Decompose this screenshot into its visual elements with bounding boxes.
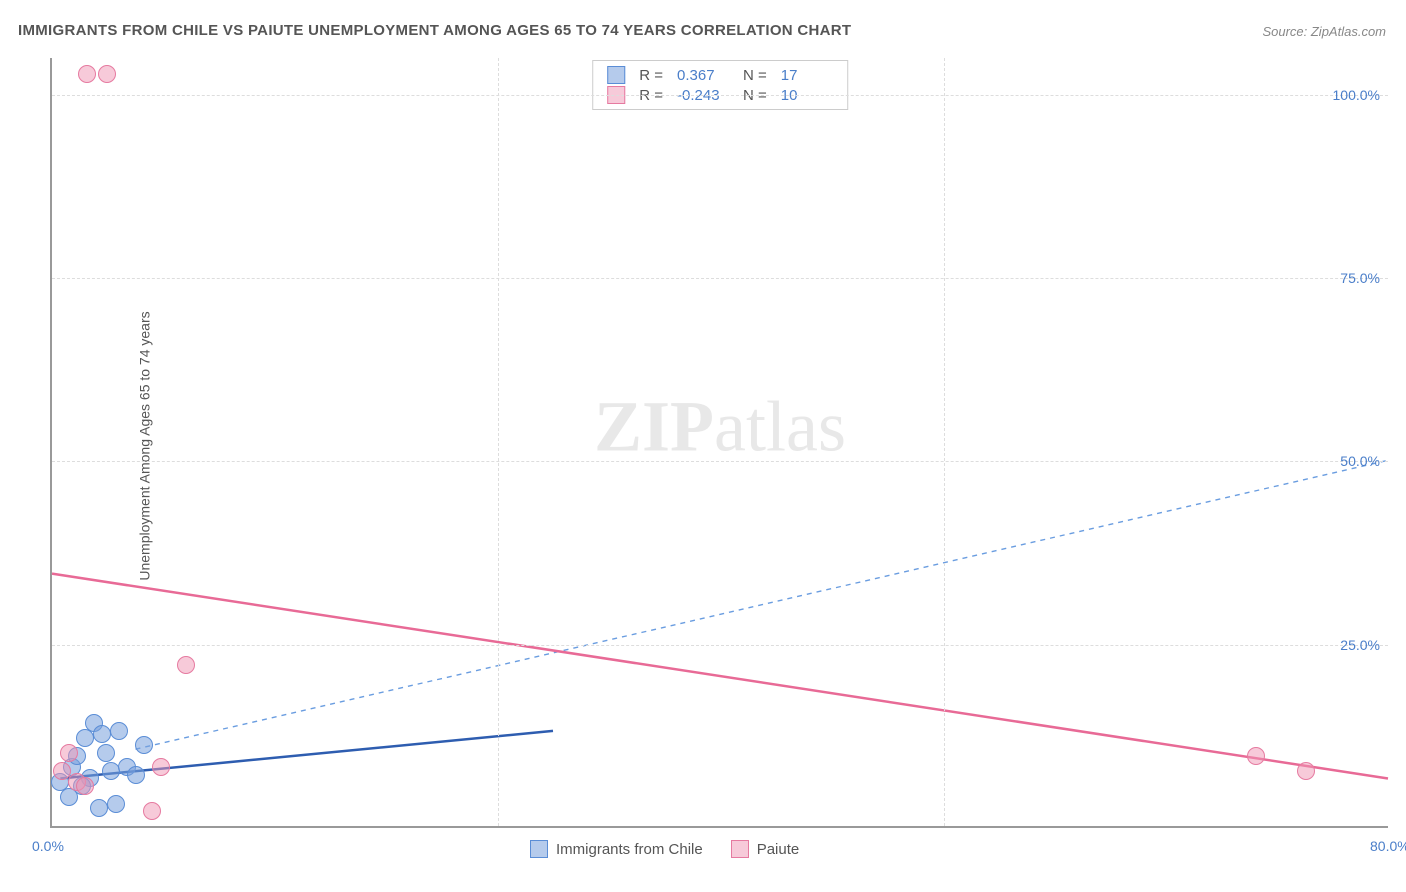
scatter-point xyxy=(177,656,195,674)
gridline-horizontal xyxy=(52,461,1388,462)
scatter-point xyxy=(127,766,145,784)
scatter-point xyxy=(152,758,170,776)
scatter-point xyxy=(76,777,94,795)
y-tick-label: 75.0% xyxy=(1340,270,1380,286)
trendline-solid xyxy=(52,574,1388,779)
legend-series-item: Immigrants from Chile xyxy=(530,840,703,858)
legend-swatch xyxy=(731,840,749,858)
scatter-point xyxy=(1297,762,1315,780)
scatter-point xyxy=(93,725,111,743)
scatter-point xyxy=(1247,747,1265,765)
x-tick-label: 0.0% xyxy=(32,838,64,854)
scatter-point xyxy=(90,799,108,817)
y-tick-label: 25.0% xyxy=(1340,637,1380,653)
chart-title: IMMIGRANTS FROM CHILE VS PAIUTE UNEMPLOY… xyxy=(18,22,851,39)
x-tick-label: 80.0% xyxy=(1370,838,1406,854)
gridline-horizontal xyxy=(52,645,1388,646)
legend-series-item: Paiute xyxy=(731,840,800,858)
gridline-vertical xyxy=(498,58,499,826)
scatter-point xyxy=(110,722,128,740)
scatter-point xyxy=(107,795,125,813)
plot-area: ZIPatlas R =0.367N =17R =-0.243N =10 25.… xyxy=(50,58,1388,828)
series-legend: Immigrants from Chile Paiute xyxy=(530,840,799,858)
legend-series-label: Immigrants from Chile xyxy=(556,841,703,858)
scatter-point xyxy=(60,744,78,762)
y-tick-label: 50.0% xyxy=(1340,453,1380,469)
trend-lines-layer xyxy=(52,58,1388,826)
gridline-horizontal xyxy=(52,95,1388,96)
gridline-horizontal xyxy=(52,278,1388,279)
scatter-point xyxy=(102,762,120,780)
scatter-point xyxy=(135,736,153,754)
scatter-point xyxy=(98,65,116,83)
scatter-point xyxy=(97,744,115,762)
trendline-dashed xyxy=(136,460,1389,749)
y-tick-label: 100.0% xyxy=(1333,87,1380,103)
gridline-vertical xyxy=(944,58,945,826)
legend-series-label: Paiute xyxy=(757,841,800,858)
legend-swatch xyxy=(530,840,548,858)
scatter-point xyxy=(143,802,161,820)
scatter-point xyxy=(78,65,96,83)
source-attribution: Source: ZipAtlas.com xyxy=(1262,24,1386,39)
